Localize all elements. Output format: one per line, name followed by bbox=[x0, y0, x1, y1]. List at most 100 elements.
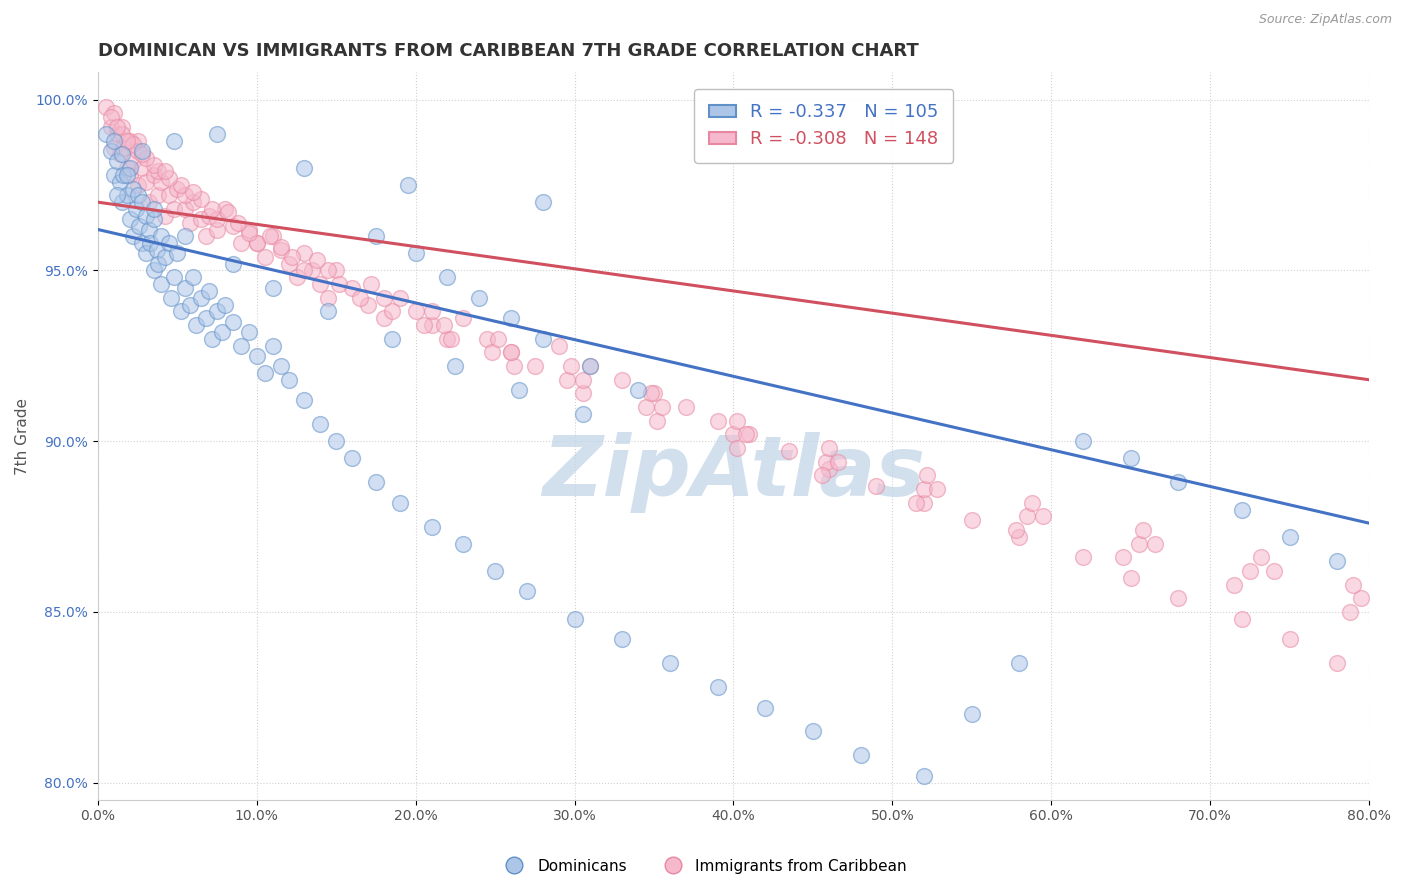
Point bbox=[499, 345, 522, 359]
Point bbox=[118, 212, 141, 227]
Point bbox=[960, 513, 983, 527]
Point bbox=[121, 181, 143, 195]
Point bbox=[118, 168, 141, 182]
Point bbox=[201, 202, 224, 216]
Point bbox=[150, 229, 173, 244]
Point bbox=[579, 359, 602, 373]
Point bbox=[222, 219, 245, 233]
Point bbox=[270, 239, 292, 253]
Point bbox=[531, 332, 554, 346]
Point bbox=[194, 311, 217, 326]
Point bbox=[735, 427, 758, 442]
Point bbox=[325, 434, 347, 449]
Point bbox=[925, 482, 948, 496]
Point bbox=[238, 222, 260, 236]
Point bbox=[307, 253, 329, 268]
Point bbox=[778, 444, 800, 458]
Point bbox=[364, 229, 387, 244]
Point bbox=[131, 195, 153, 210]
Point bbox=[150, 277, 173, 292]
Point bbox=[139, 236, 162, 251]
Point bbox=[163, 202, 186, 216]
Point bbox=[1339, 605, 1361, 619]
Point bbox=[340, 451, 363, 466]
Point bbox=[1008, 656, 1031, 670]
Point bbox=[294, 263, 316, 277]
Point bbox=[636, 400, 658, 414]
Point bbox=[316, 304, 339, 318]
Point bbox=[444, 359, 467, 373]
Point bbox=[658, 656, 681, 670]
Point bbox=[103, 106, 125, 120]
Point bbox=[150, 175, 173, 189]
Point bbox=[477, 332, 499, 346]
Point bbox=[865, 478, 887, 492]
Point bbox=[111, 147, 134, 161]
Point bbox=[238, 226, 260, 240]
Point bbox=[405, 304, 427, 318]
Point bbox=[912, 482, 935, 496]
Point bbox=[468, 291, 491, 305]
Point bbox=[1263, 564, 1285, 578]
Point bbox=[1021, 496, 1043, 510]
Point bbox=[253, 366, 276, 380]
Point bbox=[560, 359, 582, 373]
Point bbox=[675, 400, 697, 414]
Point bbox=[817, 461, 839, 475]
Point bbox=[612, 632, 634, 647]
Point bbox=[579, 359, 602, 373]
Point bbox=[246, 349, 269, 363]
Point bbox=[138, 195, 160, 210]
Point bbox=[531, 195, 554, 210]
Point bbox=[174, 280, 197, 294]
Point bbox=[349, 291, 371, 305]
Point bbox=[1005, 523, 1028, 537]
Point bbox=[571, 386, 593, 401]
Point bbox=[112, 168, 135, 182]
Point bbox=[643, 386, 665, 401]
Point bbox=[138, 222, 160, 236]
Point bbox=[738, 427, 761, 442]
Point bbox=[484, 564, 506, 578]
Point bbox=[1167, 475, 1189, 490]
Point bbox=[706, 414, 728, 428]
Point bbox=[912, 496, 935, 510]
Point bbox=[1250, 550, 1272, 565]
Point bbox=[157, 188, 180, 202]
Point bbox=[142, 202, 165, 216]
Point bbox=[503, 359, 526, 373]
Point bbox=[179, 298, 201, 312]
Point bbox=[112, 140, 135, 154]
Point bbox=[917, 468, 939, 483]
Point bbox=[436, 332, 458, 346]
Point bbox=[516, 584, 538, 599]
Point bbox=[127, 134, 149, 148]
Point bbox=[198, 284, 221, 298]
Point bbox=[246, 236, 269, 251]
Point bbox=[103, 134, 125, 148]
Point bbox=[373, 291, 395, 305]
Point bbox=[1239, 564, 1261, 578]
Point bbox=[309, 417, 332, 431]
Point bbox=[412, 318, 434, 332]
Point bbox=[157, 171, 180, 186]
Point bbox=[131, 236, 153, 251]
Point bbox=[960, 707, 983, 722]
Text: Source: ZipAtlas.com: Source: ZipAtlas.com bbox=[1258, 13, 1392, 27]
Point bbox=[1017, 509, 1039, 524]
Point bbox=[205, 127, 228, 141]
Point bbox=[103, 140, 125, 154]
Point bbox=[270, 359, 292, 373]
Point bbox=[163, 270, 186, 285]
Point bbox=[115, 134, 138, 148]
Point bbox=[640, 386, 662, 401]
Point bbox=[100, 110, 122, 124]
Point bbox=[166, 181, 188, 195]
Point bbox=[131, 144, 153, 158]
Point bbox=[174, 229, 197, 244]
Point bbox=[817, 441, 839, 455]
Point bbox=[181, 270, 204, 285]
Point bbox=[316, 263, 339, 277]
Point bbox=[1119, 451, 1142, 466]
Point bbox=[360, 277, 382, 292]
